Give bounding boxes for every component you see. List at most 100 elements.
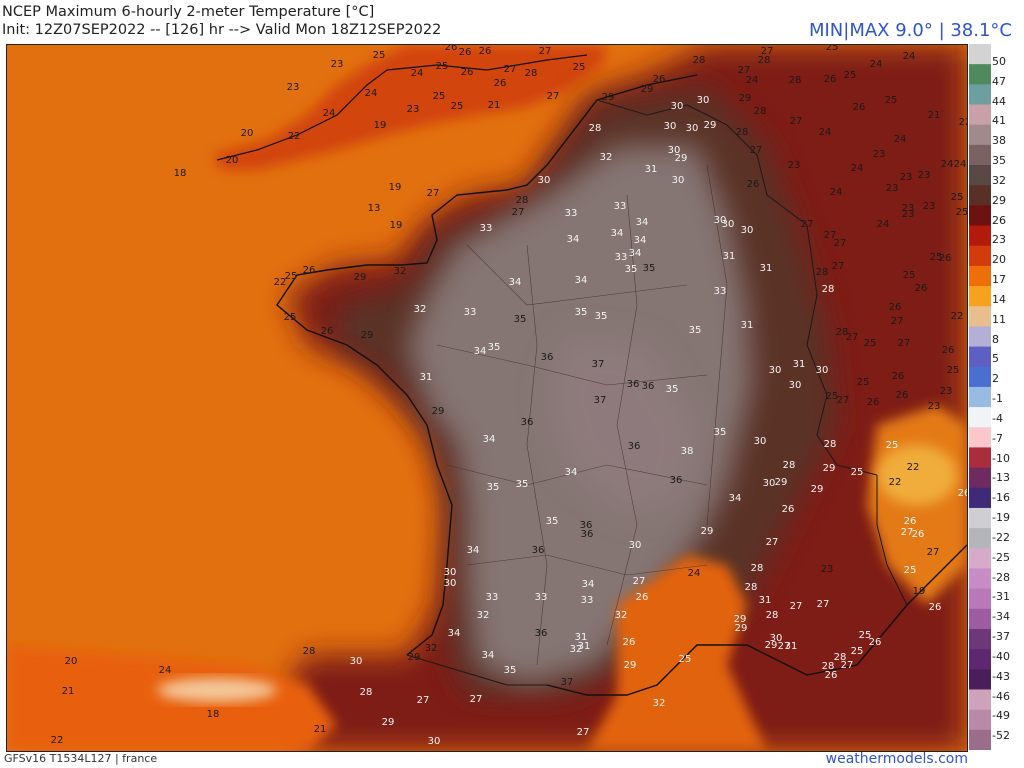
- temp-label: 26: [929, 602, 942, 613]
- color-swatch: [969, 386, 991, 408]
- temp-label: 23: [788, 160, 801, 171]
- scale-tick-label: 11: [992, 312, 1006, 326]
- temp-label: 19: [374, 120, 387, 131]
- temp-label: 34: [636, 217, 649, 228]
- scale-tick-label: -34: [992, 610, 1010, 624]
- temp-label: 24: [323, 108, 336, 119]
- temp-label: 27: [901, 527, 914, 538]
- temp-label: 37: [594, 395, 607, 406]
- color-swatch: [969, 144, 991, 166]
- color-swatch: [969, 507, 991, 529]
- temp-label: 26: [912, 529, 925, 540]
- temp-label: 32: [570, 644, 583, 655]
- temp-label: 21: [488, 100, 501, 111]
- temp-label: 28: [736, 127, 749, 138]
- temp-label: 27: [834, 238, 847, 249]
- temp-label: 20: [241, 128, 254, 139]
- temp-label: 23: [918, 170, 931, 181]
- temp-label: 28: [745, 582, 758, 593]
- pyrenees-peaks: [157, 678, 277, 702]
- temp-label: 36: [580, 520, 593, 531]
- temp-label: 34: [582, 579, 595, 590]
- scale-tick-label: 44: [992, 94, 1006, 108]
- temp-label: 32: [600, 152, 613, 163]
- color-swatch: [969, 306, 991, 327]
- color-swatch: [969, 84, 991, 106]
- temp-label: 24: [819, 127, 832, 138]
- temp-label: 25: [951, 192, 964, 203]
- coastline-england: [216, 54, 588, 161]
- temp-label: 20: [226, 155, 239, 166]
- scale-tick-label: -1: [992, 392, 1003, 406]
- temp-label: 26: [853, 102, 866, 113]
- scale-tick-label: -7: [992, 431, 1003, 445]
- temp-label: 26: [459, 47, 472, 58]
- temp-label: 31: [575, 632, 588, 643]
- color-swatch: [969, 205, 991, 227]
- color-swatch: [969, 528, 991, 549]
- temperature-map[interactable]: 25 26 26 26 27 23 25 25 24 26 27 28 26 23 24 25 25 21 24 23…: [6, 44, 968, 752]
- temp-label: 28: [693, 55, 706, 66]
- temp-label: 28: [824, 439, 837, 450]
- temp-label: 30: [789, 380, 802, 391]
- temp-label: 30: [350, 656, 363, 667]
- temp-label: 23: [940, 386, 953, 397]
- temp-label: 35: [514, 314, 527, 325]
- temp-label: 30: [672, 175, 685, 186]
- coastline-channel: [401, 74, 698, 266]
- temp-label: 28: [360, 687, 373, 698]
- temp-label: 33: [614, 201, 627, 212]
- temp-label: 36: [535, 628, 548, 639]
- temp-label: 29: [775, 477, 788, 488]
- temp-label: 24: [688, 568, 701, 579]
- color-swatch: [969, 427, 991, 448]
- temp-label: 33: [565, 208, 578, 219]
- temp-label: 21: [62, 686, 75, 697]
- temp-label: 28: [766, 610, 779, 621]
- temp-label: 27: [577, 727, 590, 738]
- temp-label: 36: [627, 379, 640, 390]
- temp-label: 25: [844, 70, 857, 81]
- color-swatch: [969, 346, 991, 368]
- temp-label: 25: [885, 95, 898, 106]
- color-swatch: [969, 487, 991, 509]
- temp-label: 25: [851, 467, 864, 478]
- temp-label: 27: [504, 64, 517, 75]
- temp-label: 31: [420, 372, 433, 383]
- temp-label: 25: [826, 391, 839, 402]
- color-swatch: [969, 447, 991, 469]
- site-link[interactable]: weathermodels.com: [825, 751, 968, 767]
- scale-tick-label: 23: [992, 233, 1006, 247]
- temp-label: 29: [382, 717, 395, 728]
- scale-tick-label: 5: [992, 352, 999, 366]
- scale-tick-label: -19: [992, 511, 1010, 525]
- england-landmass: [212, 45, 607, 170]
- temp-label: 27: [837, 395, 850, 406]
- temp-label: 35: [714, 427, 727, 438]
- scale-tick-label: -49: [992, 709, 1010, 723]
- temp-label: 36: [670, 475, 683, 486]
- temp-label: 36: [642, 381, 655, 392]
- temp-label: 29: [354, 272, 367, 283]
- temp-label: 35: [504, 665, 517, 676]
- temp-label: 34: [467, 545, 480, 556]
- color-swatch: [969, 467, 991, 489]
- temp-label: 27: [841, 660, 854, 671]
- temp-label: 29: [602, 92, 615, 103]
- temp-label: 24: [411, 68, 424, 79]
- temp-label: 24: [954, 159, 967, 170]
- temp-label: 32: [615, 610, 628, 621]
- temp-label: 27: [750, 145, 763, 156]
- temp-label: 19: [389, 182, 402, 193]
- model-label: GFSv16 T1534L127 | france: [4, 752, 158, 765]
- temp-label: 26: [824, 74, 837, 85]
- color-swatch: [969, 729, 991, 750]
- temp-label: 28: [525, 68, 538, 79]
- min-max-readout: MIN|MAX 9.0° | 38.1°C: [808, 20, 1012, 41]
- temp-label: 25: [947, 365, 960, 376]
- temp-label: 23: [923, 201, 936, 212]
- temp-label: 25: [451, 101, 464, 112]
- temp-label: 37: [592, 359, 605, 370]
- init-line: Init: 12Z07SEP2022 -- [126] hr --> Valid…: [2, 22, 442, 38]
- temp-label: 27: [790, 601, 803, 612]
